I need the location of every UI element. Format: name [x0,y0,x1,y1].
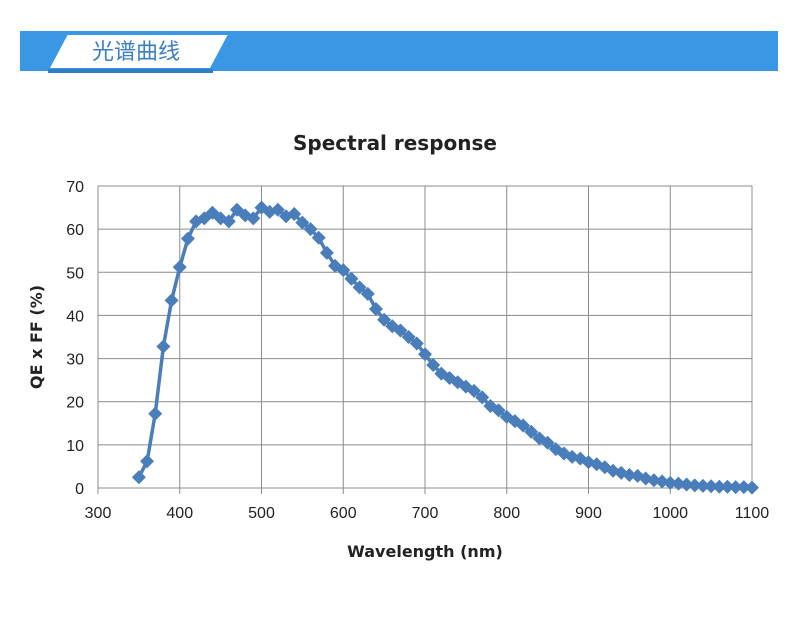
data-point-marker [516,418,531,433]
data-point-marker [393,323,408,338]
x-tick-label: 1000 [652,505,688,522]
data-point-marker [475,390,490,405]
data-point-marker [377,312,392,327]
series-line [137,205,753,490]
data-point-marker [409,336,424,351]
y-tick-label: 10 [66,438,84,455]
data-point-marker [426,358,441,373]
data-point-marker [524,424,539,439]
data-point-marker [736,480,751,495]
x-tick-label: 400 [166,505,193,522]
data-point-marker [148,406,163,421]
data-point-marker [303,222,318,237]
data-point-marker [352,280,367,295]
data-point-marker [287,207,302,222]
data-point-marker [418,347,432,362]
data-point-marker [687,478,702,493]
x-tick-label: 600 [330,505,357,522]
tick-labels: 0 10 20 30 40 50 60 70 300 400 500 600 700 800 900 1000… [66,179,769,522]
data-point-marker [671,476,686,491]
data-point-marker [180,231,195,246]
x-axis-label: Wavelength (nm) [347,542,503,561]
x-tick-label: 300 [85,505,112,522]
y-tick-label: 50 [66,265,84,282]
y-tick-label: 0 [75,481,84,498]
x-tick-label: 700 [412,505,439,522]
grid-lines [97,185,753,494]
series-markers [131,200,759,495]
y-tick-label: 60 [66,222,84,239]
data-point-marker [156,339,171,354]
data-point-marker [336,263,351,278]
data-point-marker [540,435,555,450]
x-tick-label: 500 [248,505,275,522]
data-point-marker [131,470,146,485]
data-point-marker [728,480,743,495]
data-point-marker [164,293,179,308]
data-point-marker [695,478,710,493]
data-point-marker [344,271,359,286]
data-point-marker [368,301,383,316]
x-tick-label: 900 [575,505,602,522]
plot-area-frame [97,185,753,489]
data-point-marker [745,480,759,495]
header-title: 光谱曲线 [91,40,180,65]
data-point-marker [712,479,727,494]
data-point-marker [246,211,261,226]
x-tick-label: 800 [493,505,520,522]
data-point-marker [704,479,719,494]
data-point-marker [401,330,416,344]
data-point-marker [679,477,694,492]
data-point-marker [663,475,678,490]
y-tick-label: 40 [66,308,84,325]
data-point-marker [172,260,187,275]
chart-title: Spectral response [293,131,497,155]
data-point-marker [270,202,285,217]
y-axis-label: QE x FF (%) [27,285,46,389]
data-point-marker [221,214,236,229]
y-tick-label: 70 [66,179,84,196]
data-point-marker [622,468,637,483]
x-tick-label: 1100 [735,505,770,522]
data-point-marker [360,286,375,301]
data-point-marker [295,215,310,230]
data-point-marker [311,230,326,245]
data-point-marker [467,383,482,398]
data-point-marker [720,479,735,494]
header-tab-underline [48,69,213,73]
data-point-marker [140,454,155,469]
data-point-marker [491,403,506,418]
y-tick-label: 30 [66,352,84,369]
data-point-marker [319,245,334,260]
y-tick-label: 20 [66,395,84,412]
